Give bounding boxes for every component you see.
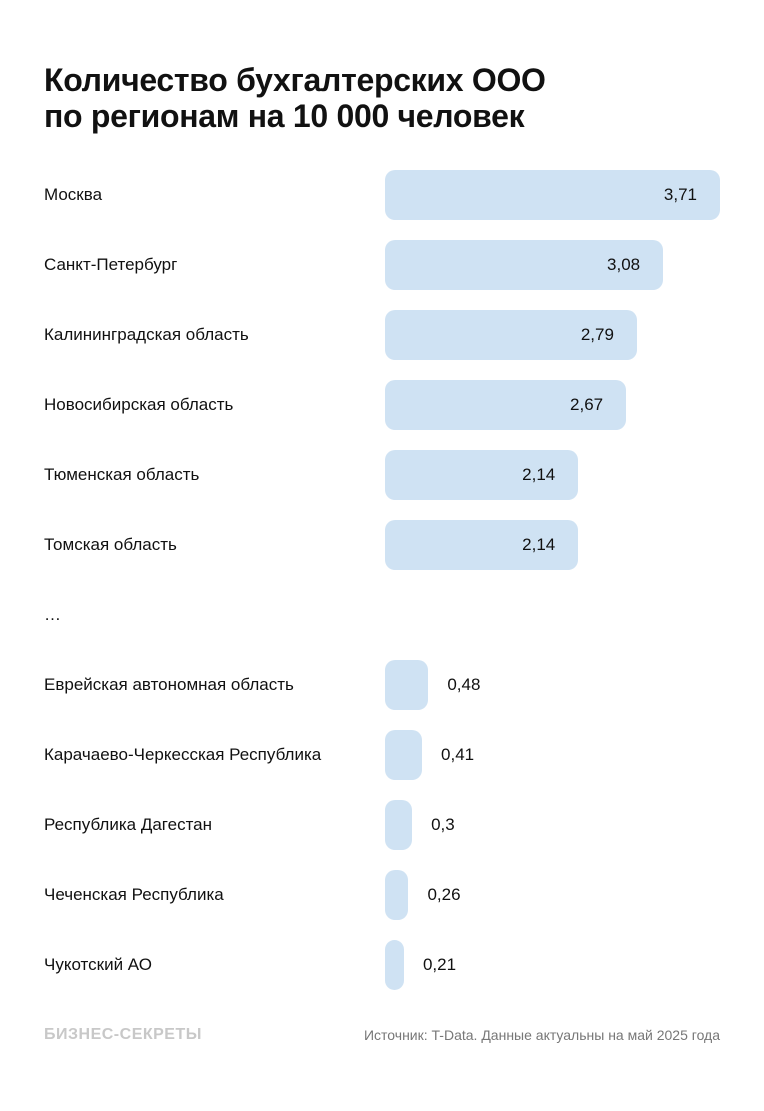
value-label: 0,48 <box>447 675 481 694</box>
value-label: 2,14 <box>522 535 556 554</box>
bar <box>385 240 664 290</box>
value-label: 2,14 <box>522 465 556 484</box>
bar <box>385 380 627 430</box>
category-label: … <box>44 605 61 624</box>
category-label: Новосибирская область <box>44 395 234 414</box>
value-label: 3,71 <box>663 185 698 204</box>
value-label: 0,3 <box>431 815 455 834</box>
chart-title-line: Количество бухгалтерских ООО <box>44 62 546 98</box>
bar <box>385 800 413 850</box>
bar <box>385 310 637 360</box>
category-label: Тюменская область <box>44 465 200 484</box>
source-note: Источник: T-Data. Данные актуальны на ма… <box>363 1027 720 1043</box>
category-label: Еврейская автономная область <box>44 675 294 694</box>
chart-title: Количество бухгалтерских ООО по регионам… <box>44 62 546 134</box>
value-label: 0,41 <box>441 745 475 764</box>
value-label: 3,08 <box>607 255 641 274</box>
value-label: 0,26 <box>427 885 461 904</box>
category-label: Карачаево-Черкесская Республика <box>44 745 322 764</box>
brand-logo: БИЗНЕС-СЕКРЕТЫ <box>44 1026 202 1043</box>
category-label: Калининградская область <box>44 325 249 344</box>
bar <box>385 450 579 500</box>
bar <box>385 660 429 710</box>
bar <box>385 170 720 220</box>
chart-title-line: по регионам на 10 000 человек <box>44 98 525 134</box>
bar <box>385 940 404 990</box>
category-label: Санкт-Петербург <box>44 255 178 274</box>
bar <box>385 870 409 920</box>
category-label: Чеченская Республика <box>44 885 224 904</box>
category-label: Республика Дагестан <box>44 815 213 834</box>
value-label: 0,21 <box>422 955 457 974</box>
bar <box>385 520 579 570</box>
value-label: 2,79 <box>580 325 614 344</box>
value-label: 2,67 <box>570 395 604 414</box>
category-label: Томская область <box>44 535 177 554</box>
bar <box>385 730 423 780</box>
category-label: Москва <box>44 185 103 204</box>
category-label: Чукотский АО <box>44 955 152 974</box>
